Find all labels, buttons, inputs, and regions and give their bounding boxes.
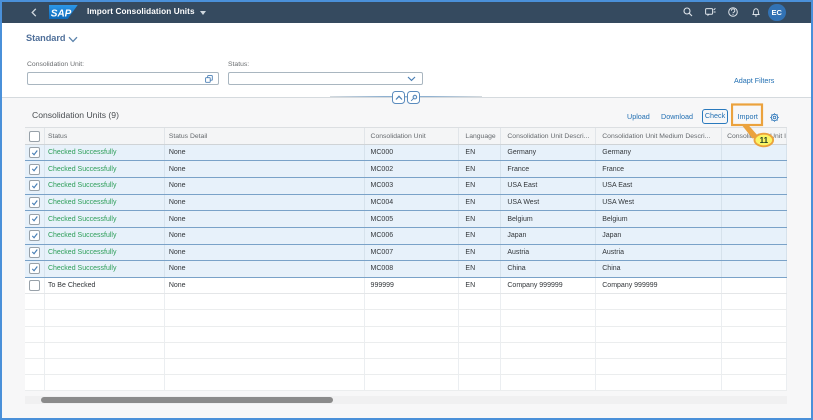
svg-text:11: 11 <box>760 136 769 145</box>
svg-text:SAP: SAP <box>50 8 71 19</box>
